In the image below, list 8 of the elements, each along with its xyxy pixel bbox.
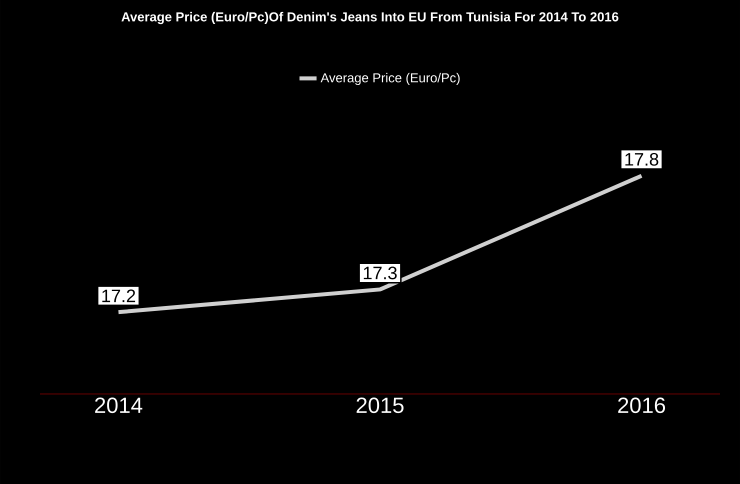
data-label: 17.2 <box>102 290 136 302</box>
x-tick-label: 2014 <box>95 398 142 414</box>
x-tick-label: 2016 <box>618 398 666 414</box>
chart-title: Average Price (Euro/Pc)Of Denim's Jeans Into EU From Tunisia For 2014 To 2016 <box>121 12 618 24</box>
data-label: 17.8 <box>625 152 658 166</box>
x-tick-label: 2015 <box>356 398 404 414</box>
data-label: 17.3 <box>364 266 397 280</box>
legend-label: Average Price (Euro/Pc) <box>320 72 460 85</box>
